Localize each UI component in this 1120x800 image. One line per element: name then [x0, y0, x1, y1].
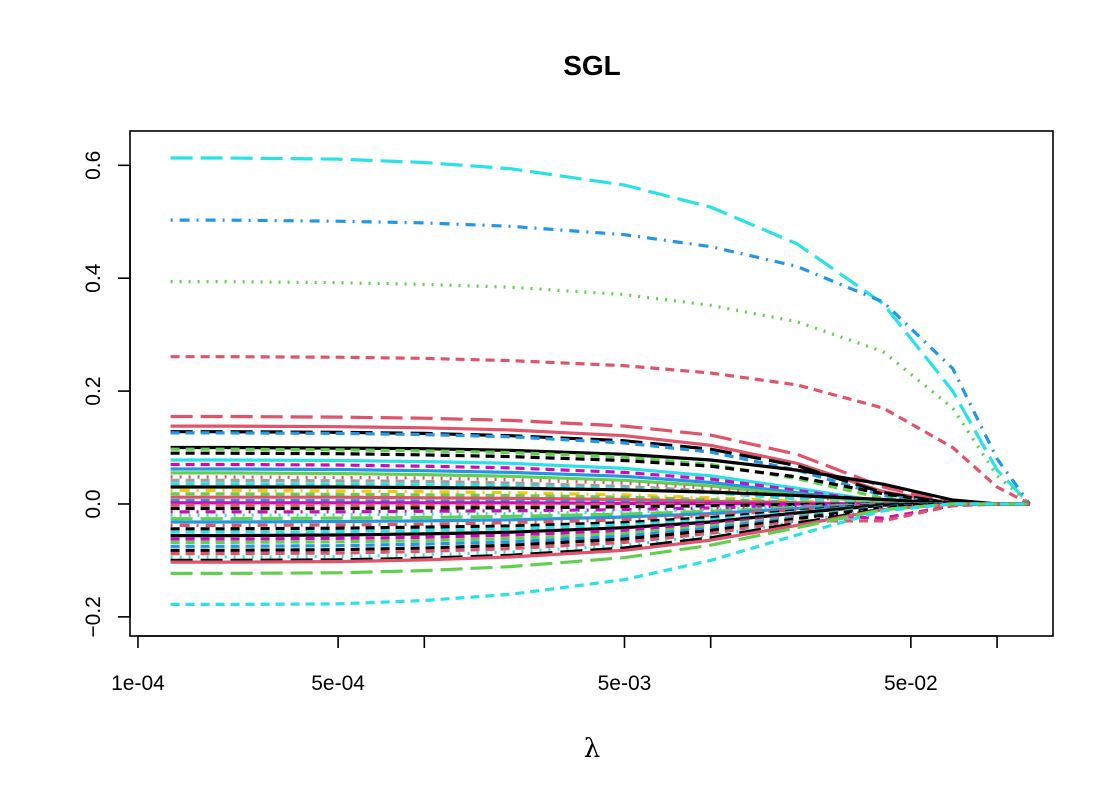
series-line-17 — [170, 478, 1030, 506]
series-line-39 — [170, 502, 1030, 556]
series-line-33 — [170, 502, 1030, 534]
series-line-38 — [170, 502, 1030, 552]
x-tick-label: 5e-04 — [311, 672, 365, 695]
x-axis-label: λ — [584, 734, 600, 764]
series-line-32 — [170, 502, 1030, 531]
y-tick-label: 0.4 — [82, 263, 105, 293]
x-tick-label: 1e-04 — [111, 672, 165, 695]
chart-title: SGL — [563, 50, 621, 81]
series-line-2 — [170, 218, 1031, 505]
x-tick-label: 5e-02 — [884, 672, 938, 695]
series-line-35 — [170, 502, 1030, 541]
y-tick-label: 0.2 — [82, 376, 105, 405]
series-layer — [170, 156, 1031, 606]
x-axis: 1e-04 5e-04 5e-03 5e-02 — [111, 635, 998, 695]
series-line-36 — [170, 502, 1030, 544]
series-line-21 — [170, 492, 1030, 506]
series-line-9 — [170, 445, 1030, 506]
series-line-13 — [170, 462, 1030, 506]
series-line-4 — [170, 355, 1031, 506]
y-tick-label: −0.2 — [82, 596, 105, 637]
y-axis: −0.2 0.0 0.2 0.4 0.6 — [82, 151, 131, 638]
y-tick-label: 0.6 — [82, 151, 105, 180]
x-tick-label: 5e-03 — [598, 672, 652, 695]
series-line-10 — [170, 447, 1030, 506]
series-line-1 — [170, 156, 1031, 506]
y-tick-label: 0.0 — [82, 489, 105, 518]
series-line-44 — [170, 502, 1030, 606]
series-line-25 — [170, 502, 1030, 507]
series-line-37 — [170, 502, 1030, 548]
series-line-11 — [170, 451, 1030, 506]
series-line-26 — [170, 502, 1030, 511]
